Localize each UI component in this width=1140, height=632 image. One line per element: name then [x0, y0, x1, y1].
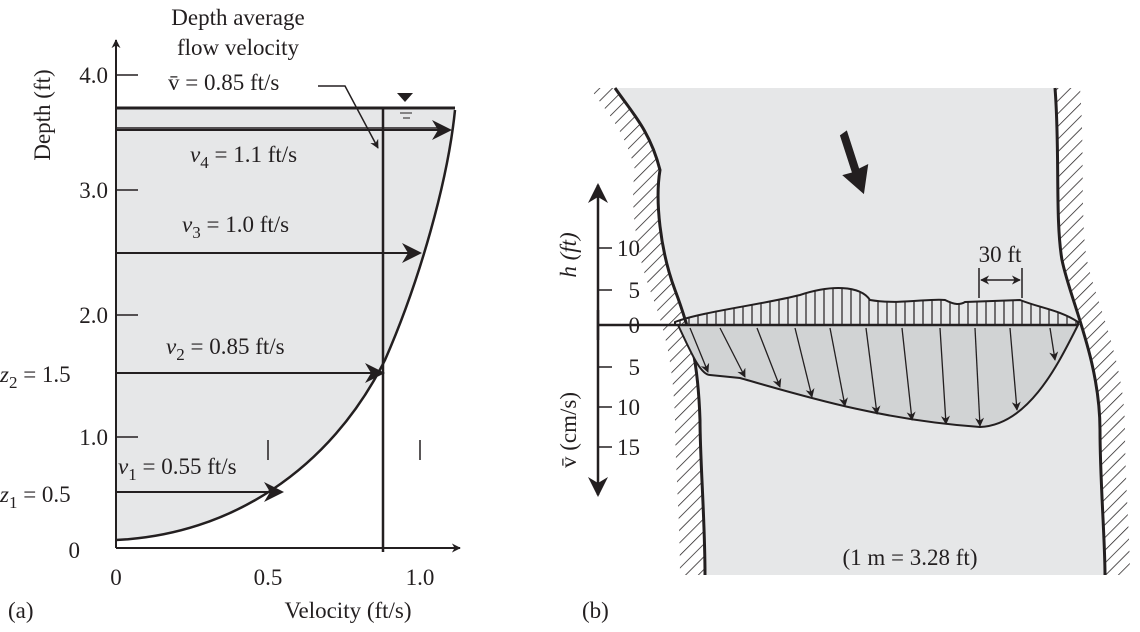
h-axis-title: h (ft): [556, 232, 581, 277]
symbol: v: [190, 142, 201, 167]
v-tick-label: 10: [617, 395, 640, 420]
h-tick-label: 10: [617, 236, 640, 261]
ticks: [598, 247, 612, 448]
flow-arrow: [839, 130, 869, 195]
depth-label: z2 = 1.5: [0, 362, 71, 392]
y-tick-label: 2.0: [79, 303, 108, 328]
y-axis-title: Depth (ft): [30, 69, 55, 160]
ticks: [116, 74, 421, 460]
subscript: 2: [9, 373, 18, 392]
y-tick-label: 4.0: [79, 63, 108, 88]
bank-line: [1053, 87, 1107, 576]
panel-label: (a): [8, 598, 34, 623]
value-text: = 1.5: [17, 362, 70, 387]
velocity-label: v2 = 0.85 ft/s: [166, 334, 285, 364]
v-tick-label: 5: [629, 355, 641, 380]
symbol: v: [182, 212, 193, 237]
value-text: = 0.5: [17, 482, 70, 507]
panel-a: 4.0 3.0 2.0 1.0 0 0 0.5 1.0 Depth (ft) V…: [0, 5, 461, 623]
note: flow velocity: [177, 35, 299, 60]
leader: [318, 85, 379, 149]
panel-b: 10 5 0 5 10 15 h (ft) v̄ (cm/s) 30 ft (1…: [556, 87, 1130, 623]
v-tick-label: 15: [617, 435, 640, 460]
value-text: = 0.85 ft/s: [185, 334, 285, 359]
subscript: 2: [176, 345, 185, 364]
x-tick-label: 1.0: [406, 565, 435, 590]
subscript: 4: [200, 153, 209, 172]
flow-area: [116, 108, 455, 540]
h-tick-label: 0: [629, 313, 641, 338]
depth-profile: [674, 287, 1079, 325]
subscript: 1: [128, 465, 137, 484]
symbol: v: [166, 334, 177, 359]
velocity-label: v3 = 1.0 ft/s: [182, 212, 289, 242]
x-tick-label: 0.5: [254, 565, 283, 590]
symbol: z: [0, 482, 9, 507]
note: Depth average: [171, 5, 304, 30]
symbol: z: [0, 362, 9, 387]
value-text: = 1.1 ft/s: [209, 142, 297, 167]
average-label: v̄ = 0.85 ft/s: [168, 70, 279, 95]
velocity-label: v1 = 0.55 ft/s: [118, 454, 237, 484]
subscript: 1: [9, 493, 18, 512]
surface-symbol: [397, 93, 413, 102]
symbol: v: [118, 454, 129, 479]
h-tick-label: 5: [629, 278, 641, 303]
right-bank: [1055, 88, 1130, 575]
bank-line: [613, 87, 707, 576]
velocity-label: v4 = 1.1 ft/s: [190, 142, 297, 172]
x-axis-title: Velocity (ft/s): [284, 598, 411, 623]
value-text: = 1.0 ft/s: [201, 212, 289, 237]
left-bank: [590, 88, 705, 575]
scale-label: 30 ft: [979, 242, 1022, 267]
velocity-vectors: [689, 327, 1059, 427]
velocity-profile: [115, 109, 457, 542]
velocity-arrows: [116, 120, 452, 502]
y-tick-label: 0: [69, 538, 81, 563]
conversion: (1 m = 3.28 ft): [843, 545, 978, 570]
y-tick-label: 3.0: [79, 178, 108, 203]
panel-label: (b): [582, 598, 609, 623]
v-axis-title: v̄ (cm/s): [556, 392, 581, 468]
y-tick-label: 1.0: [79, 425, 108, 450]
value-text: = 0.55 ft/s: [137, 454, 237, 479]
subscript: 3: [192, 223, 201, 242]
depth-label: z1 = 0.5: [0, 482, 71, 512]
x-tick-label: 0: [110, 565, 122, 590]
